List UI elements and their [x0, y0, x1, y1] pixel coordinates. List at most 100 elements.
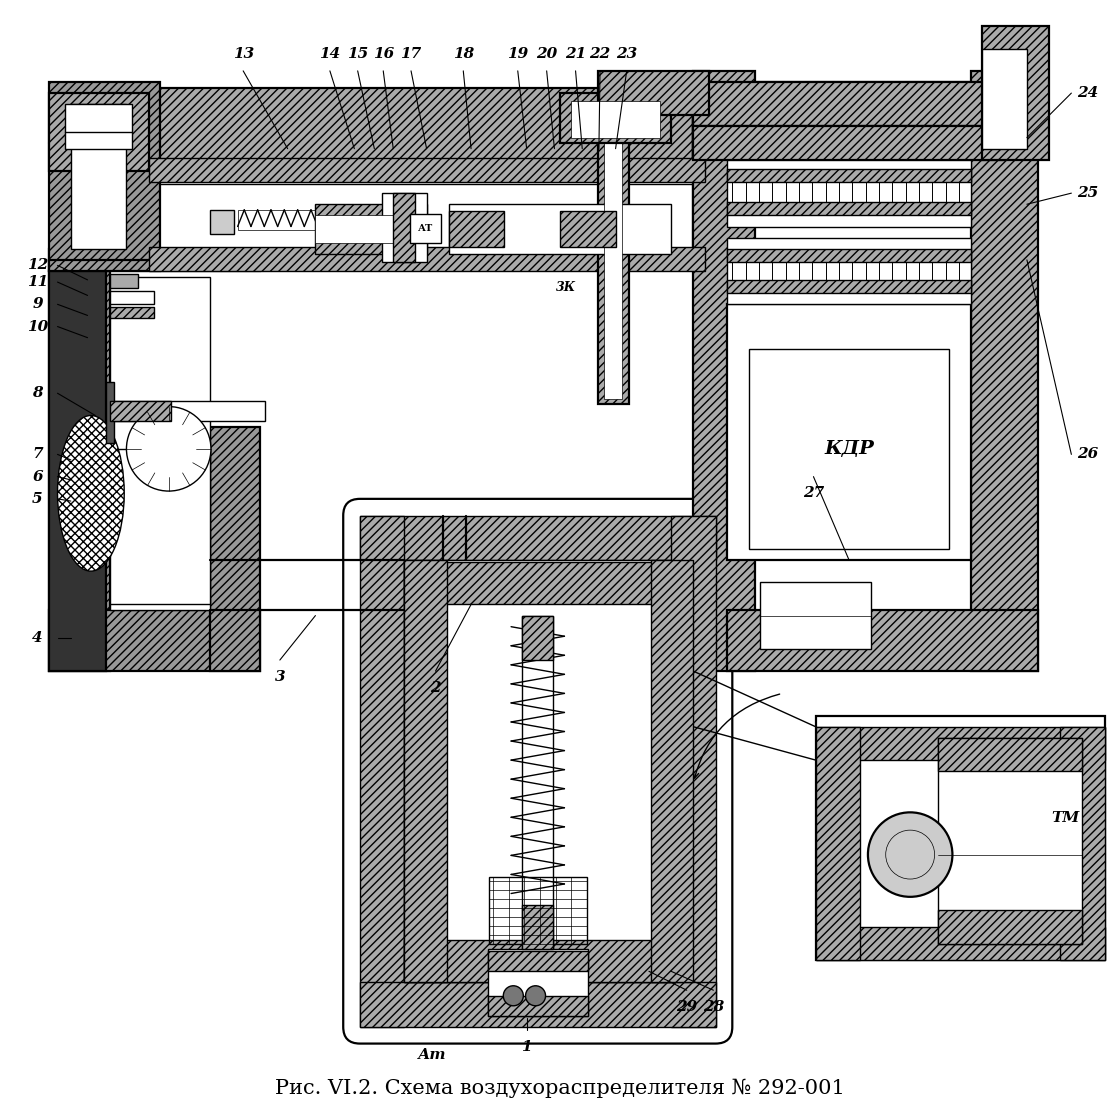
Text: 27: 27	[803, 486, 824, 501]
Text: 7: 7	[32, 447, 43, 461]
Bar	[815, 927, 1104, 960]
Bar	[693, 71, 755, 671]
Bar	[815, 727, 1104, 760]
Bar	[209, 209, 234, 234]
Bar	[815, 727, 860, 960]
Text: 17: 17	[401, 47, 421, 62]
Bar	[560, 93, 671, 143]
Bar	[727, 237, 971, 305]
Text: 10: 10	[27, 319, 48, 334]
Bar	[110, 401, 171, 421]
Text: 28: 28	[702, 1000, 724, 1014]
Ellipse shape	[57, 416, 124, 571]
Bar	[671, 515, 716, 1027]
Text: ТМ: ТМ	[1052, 811, 1080, 825]
Bar	[727, 160, 971, 226]
Bar	[110, 274, 138, 288]
Text: 24: 24	[1077, 86, 1099, 100]
Text: Ат: Ат	[418, 1047, 447, 1062]
Text: 14: 14	[319, 47, 340, 62]
Text: 2: 2	[430, 681, 441, 694]
Bar	[110, 277, 209, 610]
Bar	[1061, 727, 1104, 960]
Bar	[598, 93, 629, 404]
Text: 18: 18	[452, 47, 474, 62]
Bar	[404, 562, 671, 605]
Bar	[605, 99, 623, 399]
Bar	[571, 101, 660, 138]
Bar	[393, 193, 416, 262]
Bar	[937, 738, 1083, 772]
Bar	[522, 616, 553, 660]
Bar	[449, 211, 504, 246]
Bar	[982, 27, 1049, 160]
Bar	[487, 951, 588, 971]
Bar	[149, 87, 727, 160]
Bar	[149, 185, 704, 269]
Text: 6: 6	[32, 469, 43, 484]
Text: 19: 19	[507, 47, 529, 62]
Bar	[727, 249, 971, 262]
Bar	[982, 48, 1027, 149]
Bar	[522, 905, 553, 949]
Bar	[110, 449, 209, 605]
Text: 3К: 3К	[556, 281, 576, 295]
Text: 23: 23	[616, 47, 637, 62]
Text: 21: 21	[564, 47, 586, 62]
Bar	[382, 193, 427, 262]
Text: 12: 12	[27, 259, 48, 272]
Bar	[106, 382, 114, 444]
Bar	[487, 996, 588, 1016]
Bar	[237, 209, 332, 230]
Text: 16: 16	[373, 47, 394, 62]
Bar	[727, 305, 971, 560]
Bar	[727, 610, 1038, 671]
Text: 29: 29	[676, 1000, 698, 1014]
Text: 22: 22	[589, 47, 610, 62]
Bar	[487, 949, 588, 1016]
Bar	[522, 616, 553, 949]
Bar	[937, 738, 1083, 943]
Bar	[48, 260, 260, 271]
Bar	[760, 582, 871, 648]
Bar	[693, 127, 1005, 160]
Bar	[316, 204, 427, 254]
Bar	[149, 246, 704, 271]
Bar	[48, 610, 260, 671]
Text: 1: 1	[521, 1039, 532, 1054]
Bar	[488, 877, 587, 943]
Bar	[360, 515, 404, 1027]
Bar	[651, 560, 693, 982]
Bar	[48, 271, 110, 671]
Text: 3: 3	[274, 670, 286, 683]
Bar	[410, 214, 441, 243]
Bar	[937, 911, 1083, 943]
Text: 4: 4	[32, 631, 43, 645]
Bar	[404, 940, 671, 982]
Bar	[727, 280, 971, 293]
Bar	[971, 71, 1038, 671]
Bar	[316, 215, 427, 243]
Text: 11: 11	[27, 276, 48, 289]
Bar	[449, 204, 671, 254]
Bar	[209, 427, 260, 671]
Bar	[749, 348, 949, 549]
Bar	[48, 93, 149, 171]
Circle shape	[868, 812, 952, 897]
Bar	[48, 249, 106, 671]
Bar	[48, 82, 160, 271]
Text: 13: 13	[233, 47, 254, 62]
Text: 25: 25	[1077, 186, 1099, 200]
Text: КДР: КДР	[824, 440, 874, 458]
Bar	[815, 716, 1104, 960]
Circle shape	[503, 986, 523, 1006]
Bar	[727, 202, 971, 215]
Bar	[360, 982, 716, 1027]
Text: 26: 26	[1077, 447, 1099, 461]
Bar	[110, 307, 155, 318]
Circle shape	[127, 407, 211, 491]
Bar	[693, 82, 1005, 160]
Bar	[404, 560, 671, 982]
Text: 5: 5	[32, 492, 43, 506]
Bar	[71, 104, 127, 249]
